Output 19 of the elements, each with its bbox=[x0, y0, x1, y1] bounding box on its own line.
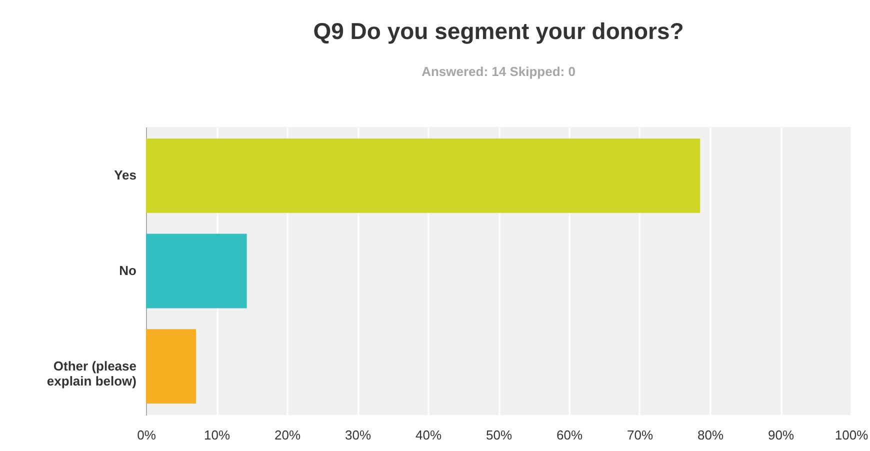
x-tick-label: 60% bbox=[556, 428, 583, 442]
y-tick-label: No bbox=[119, 263, 137, 278]
x-tick-label: 0% bbox=[137, 428, 156, 442]
x-tick-label: 70% bbox=[626, 428, 654, 442]
x-tick-label: 40% bbox=[415, 428, 442, 442]
x-tick-label: 90% bbox=[768, 428, 794, 442]
x-tick-label: 30% bbox=[344, 428, 372, 442]
bar bbox=[146, 234, 247, 308]
x-tick-label: 50% bbox=[486, 428, 512, 442]
x-tick-label: 10% bbox=[204, 428, 230, 442]
y-tick-label: Yes bbox=[114, 168, 136, 183]
bar bbox=[146, 138, 700, 213]
x-tick-label: 100% bbox=[834, 428, 869, 442]
chart-subtitle: Answered: 14 Skipped: 0 bbox=[422, 64, 576, 79]
chart-title: Q9 Do you segment your donors? bbox=[313, 18, 684, 44]
x-tick-label: 80% bbox=[697, 428, 724, 442]
y-tick-label: Other (please explain below) bbox=[46, 358, 136, 388]
bar bbox=[146, 329, 196, 404]
x-tick-label: 20% bbox=[274, 428, 301, 442]
